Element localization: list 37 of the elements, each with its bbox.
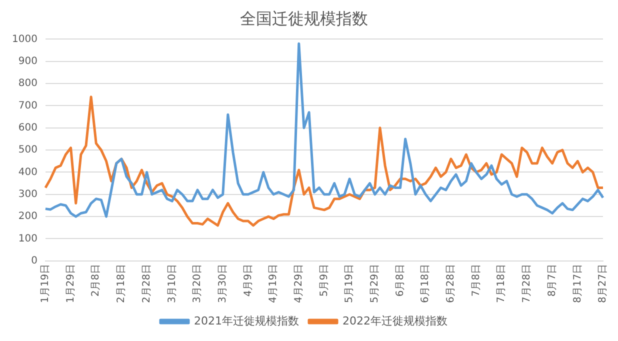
x-tick-label: 6月8日 (394, 264, 406, 297)
x-tick-label: 1月29日 (65, 264, 76, 304)
x-tick-label: 4月9日 (242, 264, 254, 297)
x-tick-label: 4月19日 (268, 264, 280, 304)
y-tick-label: 300 (18, 188, 38, 200)
y-tick-label: 500 (18, 144, 38, 156)
x-tick-label: 3月10日 (166, 264, 178, 304)
chart-title: 全国迁徙规模指数 (240, 8, 368, 28)
y-tick-label: 900 (18, 56, 38, 67)
x-tick-label: 6月28日 (446, 264, 457, 304)
y-tick-label: 100 (18, 233, 38, 244)
y-tick-label: 200 (18, 211, 38, 222)
x-tick-label: 8月7日 (546, 264, 558, 297)
x-tick-label: 1月19日 (40, 264, 52, 304)
x-tick-label: 5月9日 (318, 264, 330, 297)
y-tick-label: 700 (18, 100, 38, 112)
y-tick-label: 400 (18, 166, 38, 178)
x-tick-label: 7月8日 (470, 264, 482, 297)
x-tick-label: 8月17日 (572, 264, 584, 304)
y-tick-label: 0 (31, 256, 38, 267)
y-tick-label: 600 (18, 122, 38, 134)
x-tick-label: 2月28日 (141, 264, 152, 304)
x-tick-label: 3月20日 (192, 264, 204, 304)
y-tick-label: 800 (18, 78, 38, 90)
x-tick-label: 2月18日 (116, 264, 128, 304)
legend-label: 2021年迁徙规模指数 (194, 314, 300, 328)
x-tick-label: 7月28日 (522, 264, 533, 304)
x-tick-label: 5月29日 (370, 264, 381, 304)
y-tick-label: 1000 (12, 34, 38, 45)
x-tick-label: 4月29日 (293, 264, 304, 304)
x-tick-label: 3月30日 (217, 264, 228, 304)
x-tick-label: 5月19日 (344, 264, 356, 304)
legend-label: 2022年迁徙规模指数 (342, 314, 448, 328)
x-tick-label: 6月18日 (420, 264, 432, 304)
x-tick-label: 2月8日 (90, 264, 102, 297)
x-tick-label: 8月27日 (598, 264, 609, 304)
x-tick-label: 7月18日 (496, 264, 508, 304)
